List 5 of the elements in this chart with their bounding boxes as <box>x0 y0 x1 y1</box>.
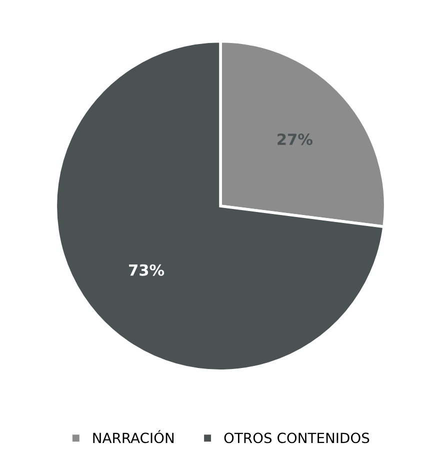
pie-slice <box>54 40 386 372</box>
legend-label: NARRACIÓN <box>93 430 174 444</box>
data-label: 73% <box>129 264 164 276</box>
data-label: 27% <box>278 134 312 146</box>
legend-label: OTROS CONTENIDOS <box>224 432 370 444</box>
